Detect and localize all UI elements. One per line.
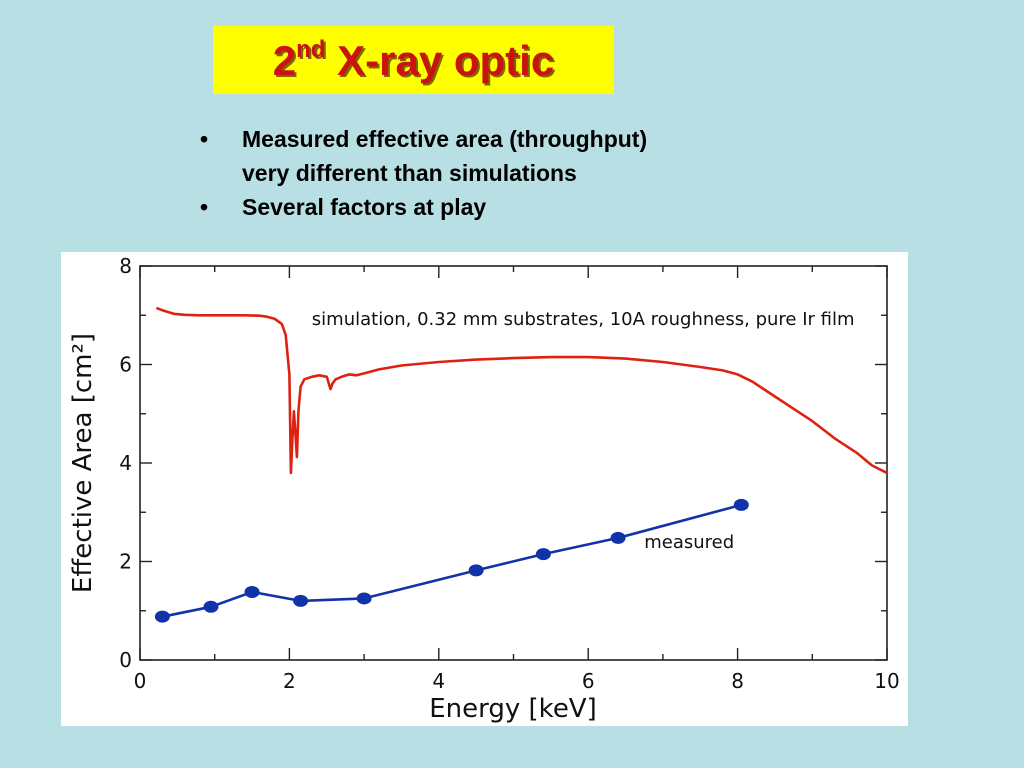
measured-point bbox=[154, 610, 170, 623]
y-tick-label: 4 bbox=[119, 451, 132, 475]
y-axis-label: Effective Area [cm²] bbox=[68, 333, 98, 593]
measured-point bbox=[356, 592, 372, 605]
measured-point bbox=[610, 531, 626, 544]
y-tick-label: 0 bbox=[119, 648, 132, 672]
y-tick-label: 8 bbox=[119, 254, 132, 278]
bullet-marker: • bbox=[200, 126, 209, 152]
measured-point bbox=[293, 594, 309, 607]
data-series bbox=[154, 306, 888, 623]
y-tick-label: 6 bbox=[119, 353, 132, 377]
measured-point bbox=[468, 564, 484, 577]
measured-point bbox=[535, 548, 551, 561]
x-tick-label: 10 bbox=[874, 669, 899, 693]
bullet-line: Measured effective area (throughput) bbox=[242, 126, 648, 152]
title-number: 2 bbox=[272, 36, 297, 84]
x-tick-label: 4 bbox=[432, 669, 445, 693]
title-box: 2nd X-ray optic bbox=[213, 26, 614, 94]
y-tick-label: 2 bbox=[119, 550, 132, 574]
bullet-item: • Measured effective area (throughput) v… bbox=[200, 122, 800, 190]
effective-area-chart: 0 2 4 6 8 10 0 2 4 6 8 Energy [keV] Effective Area… bbox=[68, 254, 900, 724]
chart-panel: 0 2 4 6 8 10 0 2 4 6 8 Energy [keV] Effective Area… bbox=[61, 252, 908, 726]
tick-labels: 0 2 4 6 8 10 0 2 4 6 8 bbox=[119, 254, 899, 693]
axis-ticks bbox=[139, 265, 888, 661]
title-superscript: nd bbox=[296, 35, 326, 63]
measured-line bbox=[162, 503, 742, 618]
bullet-list: • Measured effective area (throughput) v… bbox=[200, 122, 800, 224]
title-text: X-ray optic bbox=[325, 36, 555, 84]
measured-point bbox=[733, 498, 749, 511]
x-tick-label: 6 bbox=[582, 669, 595, 693]
measured-point bbox=[203, 600, 219, 613]
bullet-line: very different than simulations bbox=[242, 160, 577, 186]
measured-annotation: measured bbox=[644, 532, 734, 553]
annotations: simulation, 0.32 mm substrates, 10A roug… bbox=[312, 309, 855, 553]
x-axis-label: Energy [keV] bbox=[429, 694, 597, 724]
bullet-item: • Several factors at play bbox=[200, 190, 800, 224]
slide-title: 2nd X-ray optic bbox=[273, 36, 554, 85]
bullet-marker: • bbox=[200, 194, 209, 220]
bullet-line: Several factors at play bbox=[242, 194, 487, 220]
simulation-line bbox=[155, 306, 888, 475]
simulation-annotation: simulation, 0.32 mm substrates, 10A roug… bbox=[312, 309, 855, 330]
x-tick-label: 2 bbox=[283, 669, 296, 693]
x-tick-label: 8 bbox=[731, 669, 744, 693]
x-tick-label: 0 bbox=[134, 669, 147, 693]
measured-point bbox=[244, 586, 260, 599]
